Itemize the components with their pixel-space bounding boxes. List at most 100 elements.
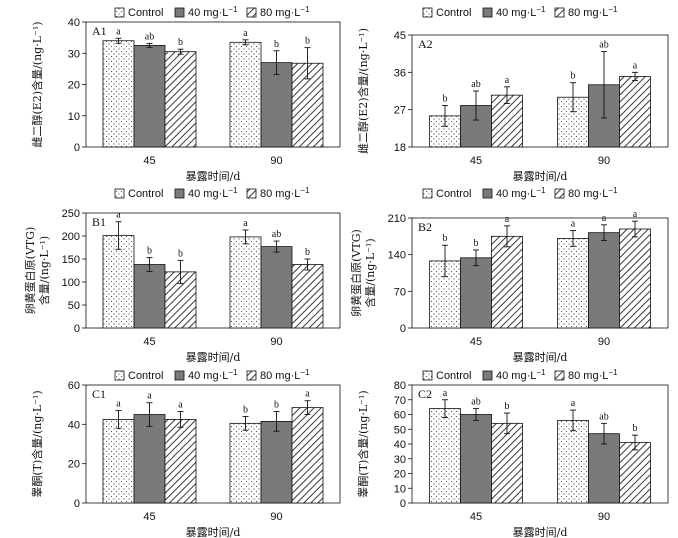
bar-c1-45-s1 bbox=[102, 419, 135, 504]
chart-panel-c2: 0 10 20 30 40 50 60 70 80 45 a ab b 90 a ab b C2 暴露时间/d 睾酮(… bbox=[356, 368, 669, 538]
significance-label: a bbox=[178, 400, 183, 411]
significance-label: b bbox=[633, 423, 638, 434]
x-axis-label: 暴露时间/d bbox=[186, 526, 241, 538]
significance-label: ab bbox=[471, 397, 480, 408]
significance-label: a bbox=[305, 389, 310, 400]
y-tick-label: 20 bbox=[68, 80, 80, 92]
y-axis-label: 卵黄蛋白原(VTG) bbox=[23, 227, 37, 315]
x-axis-label: 暴露时间/d bbox=[186, 170, 241, 183]
significance-label: b bbox=[243, 404, 248, 415]
y-tick-label: 10 bbox=[68, 111, 80, 123]
legend-unit-superscript: −1 bbox=[300, 368, 310, 377]
legend-swatch-2 bbox=[482, 7, 493, 18]
y-tick-label: 30 bbox=[394, 454, 406, 466]
legend-label-1: Control bbox=[436, 7, 471, 19]
significance-label: b bbox=[443, 94, 448, 105]
significance-label: a bbox=[243, 28, 248, 39]
legend-label-1: Control bbox=[128, 7, 163, 19]
y-tick-label: 150 bbox=[62, 254, 80, 266]
x-axis-label: 暴露时间/d bbox=[513, 526, 568, 538]
y-tick-label: 250 bbox=[62, 208, 80, 220]
chart-panel-a2: 18 27 36 45 45 b ab a 90 b ab a A2 暴露时间/d 雌二醇(E2)含量/(n… bbox=[356, 5, 669, 183]
significance-label: a bbox=[243, 218, 248, 229]
x-tick-label: 45 bbox=[143, 155, 155, 167]
legend-label-2: 40 mg·L−1 bbox=[188, 186, 238, 200]
y-tick-label: 70 bbox=[394, 286, 406, 298]
bar-b2-45-s3 bbox=[491, 235, 523, 329]
legend-unit-superscript: −1 bbox=[536, 5, 546, 14]
legend-unit-superscript: −1 bbox=[536, 186, 546, 195]
significance-label: ab bbox=[599, 40, 608, 51]
y-tick-label: 36 bbox=[394, 67, 406, 79]
significance-label: a bbox=[633, 60, 638, 71]
y-tick-label: 20 bbox=[394, 469, 406, 481]
y-tick-label: 80 bbox=[394, 380, 406, 392]
y-tick-label: 140 bbox=[388, 250, 406, 262]
x-axis-label: 暴露时间/d bbox=[513, 351, 568, 364]
bar-c1-90-s2 bbox=[260, 420, 293, 504]
y-tick-label: 30 bbox=[68, 48, 80, 60]
legend-unit-superscript: −1 bbox=[536, 368, 546, 377]
bar-c1-45-s2 bbox=[133, 414, 166, 504]
bar-c2-45-s1 bbox=[429, 408, 461, 504]
significance-label: a bbox=[602, 213, 607, 224]
bar-b2-90-s1 bbox=[557, 238, 589, 329]
legend-swatch-2 bbox=[482, 188, 493, 199]
legend: Control 40 mg·L−1 80 mg·L−1 bbox=[114, 368, 310, 382]
y-tick-label: 50 bbox=[394, 424, 406, 436]
plot-frame bbox=[411, 34, 669, 148]
panel-title: C2 bbox=[418, 387, 432, 401]
significance-label: b bbox=[274, 39, 279, 50]
legend-label-3: 80 mg·L−1 bbox=[260, 368, 310, 382]
legend-unit-superscript: −1 bbox=[300, 5, 310, 14]
significance-label: a bbox=[505, 214, 510, 225]
legend-unit-superscript: −1 bbox=[300, 186, 310, 195]
x-tick-label: 45 bbox=[470, 511, 482, 523]
legend-swatch-3 bbox=[554, 7, 565, 18]
bar-b1-45-s3 bbox=[164, 271, 197, 329]
panel-title: B1 bbox=[92, 215, 106, 229]
legend-unit-superscript: −1 bbox=[228, 186, 238, 195]
significance-label: b bbox=[505, 401, 510, 412]
y-tick-label: 210 bbox=[388, 213, 406, 225]
x-axis-label: 暴露时间/d bbox=[186, 351, 241, 364]
bar-a1-90-s2 bbox=[260, 62, 293, 148]
y-axis-label: 含量/(ng·L⁻¹) bbox=[363, 238, 377, 307]
legend-label-3: 80 mg·L−1 bbox=[568, 186, 618, 200]
y-axis-label: 卵黄蛋白原(VTG) bbox=[349, 229, 363, 317]
bar-b1-45-s2 bbox=[133, 264, 166, 329]
y-tick-label: 0 bbox=[74, 498, 80, 510]
legend: Control 40 mg·L−1 80 mg·L−1 bbox=[422, 5, 618, 19]
significance-label: b bbox=[147, 246, 152, 257]
x-tick-label: 90 bbox=[270, 155, 282, 167]
bar-a1-45-s2 bbox=[133, 45, 166, 148]
legend-swatch-2 bbox=[174, 7, 185, 18]
significance-label: ab bbox=[272, 229, 281, 240]
y-tick-label: 40 bbox=[68, 17, 80, 29]
significance-label: b bbox=[443, 233, 448, 244]
legend-label-1: Control bbox=[128, 370, 163, 382]
legend-label-2: 40 mg·L−1 bbox=[496, 186, 546, 200]
significance-label: a bbox=[116, 399, 121, 410]
y-tick-label: 27 bbox=[394, 105, 406, 117]
bar-a2-90-s3 bbox=[619, 76, 651, 148]
y-tick-label: 10 bbox=[394, 483, 406, 495]
legend: Control 40 mg·L−1 80 mg·L−1 bbox=[422, 186, 618, 200]
y-tick-label: 60 bbox=[68, 380, 80, 392]
bar-b2-90-s2 bbox=[588, 232, 620, 329]
y-tick-label: 20 bbox=[68, 459, 80, 471]
legend-label-2: 40 mg·L−1 bbox=[496, 368, 546, 382]
x-axis-label: 暴露时间/d bbox=[513, 170, 568, 183]
bar-a1-45-s3 bbox=[164, 51, 197, 148]
legend-unit-superscript: −1 bbox=[228, 368, 238, 377]
legend-label-2: 40 mg·L−1 bbox=[496, 5, 546, 19]
y-tick-label: 100 bbox=[62, 277, 80, 289]
x-tick-label: 45 bbox=[143, 336, 155, 348]
bar-b1-90-s1 bbox=[229, 236, 262, 329]
plot-frame bbox=[411, 217, 669, 329]
legend-swatch-1 bbox=[114, 188, 125, 199]
panel-title: B2 bbox=[418, 220, 432, 234]
chart-panel-b2: 0 70 140 210 45 b b a 90 a a a B2 暴露时间/d 卵黄蛋白原(VTG) 含量/… bbox=[349, 186, 669, 364]
plot-frame bbox=[85, 212, 341, 329]
